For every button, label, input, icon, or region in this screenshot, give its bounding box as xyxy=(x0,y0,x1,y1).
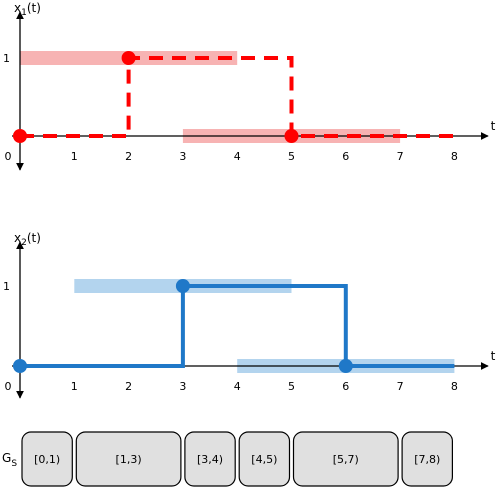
segment-box-1 xyxy=(75,431,182,487)
x-tick-x2-0: 0 xyxy=(5,380,12,393)
segment-box-5 xyxy=(401,431,454,487)
signal-line-x2 xyxy=(20,284,455,368)
signal-line-x1 xyxy=(20,56,455,138)
point-x1-2 xyxy=(284,129,299,143)
point-x2-0 xyxy=(13,359,27,373)
y-axis-label-x2: x2(t) xyxy=(14,231,41,248)
x-tick-x1-0: 0 xyxy=(5,150,12,163)
x-tick-x2-8: 8 xyxy=(451,380,458,393)
segment-label-0: [0,1) xyxy=(34,453,60,466)
segment-row: GS [0,1) [1,3) [3,4) [4,5) [5,7) [7,8) xyxy=(2,431,454,487)
segment-label-2: [3,4) xyxy=(197,453,223,466)
x-tick-x1-2: 2 xyxy=(125,150,132,163)
x-tick-x2-2: 2 xyxy=(125,380,132,393)
x-tick-x1-3: 3 xyxy=(179,150,186,163)
y-tick-x1-0: 1 xyxy=(3,52,10,65)
x-tick-x2-4: 4 xyxy=(234,380,241,393)
x-tick-x1-7: 7 xyxy=(397,150,404,163)
x-tick-x2-6: 6 xyxy=(342,380,349,393)
x-tick-x1-1: 1 xyxy=(71,150,78,163)
x-tick-x2-3: 3 xyxy=(179,380,186,393)
segment-box-4 xyxy=(292,431,399,487)
plot-x1: 0 1 2 3 4 5 6 7 8 1 t x1(t) xyxy=(3,1,496,171)
segment-box-0 xyxy=(21,431,73,487)
x-tick-x1-5: 5 xyxy=(288,150,295,163)
x-tick-x1-6: 6 xyxy=(342,150,349,163)
segment-label-5: [7,8) xyxy=(414,453,440,466)
point-x1-0 xyxy=(13,129,27,143)
segment-box-3 xyxy=(238,431,291,487)
x-tick-x2-7: 7 xyxy=(397,380,404,393)
x-axis-label-x1: t xyxy=(491,119,496,133)
x-tick-x2-5: 5 xyxy=(288,380,295,393)
point-x2-1 xyxy=(175,279,190,293)
segment-label-1: [1,3) xyxy=(116,453,142,466)
point-x1-1 xyxy=(121,51,136,65)
segment-box-2 xyxy=(184,431,236,487)
segment-label-3: [4,5) xyxy=(251,453,277,466)
point-x2-2 xyxy=(338,359,353,373)
x-tick-x2-1: 1 xyxy=(71,380,78,393)
x-tick-x1-4: 4 xyxy=(234,150,241,163)
y-axis-label-x1: x1(t) xyxy=(14,1,41,18)
plot-x2: 0 1 2 3 4 5 6 7 8 1 t x2(t) xyxy=(3,231,496,399)
segments-label: GS xyxy=(2,451,17,469)
segment-label-4: [5,7) xyxy=(333,453,359,466)
y-tick-x2-0: 1 xyxy=(3,280,10,293)
x-axis-label-x2: t xyxy=(491,349,496,363)
x-tick-x1-8: 8 xyxy=(451,150,458,163)
